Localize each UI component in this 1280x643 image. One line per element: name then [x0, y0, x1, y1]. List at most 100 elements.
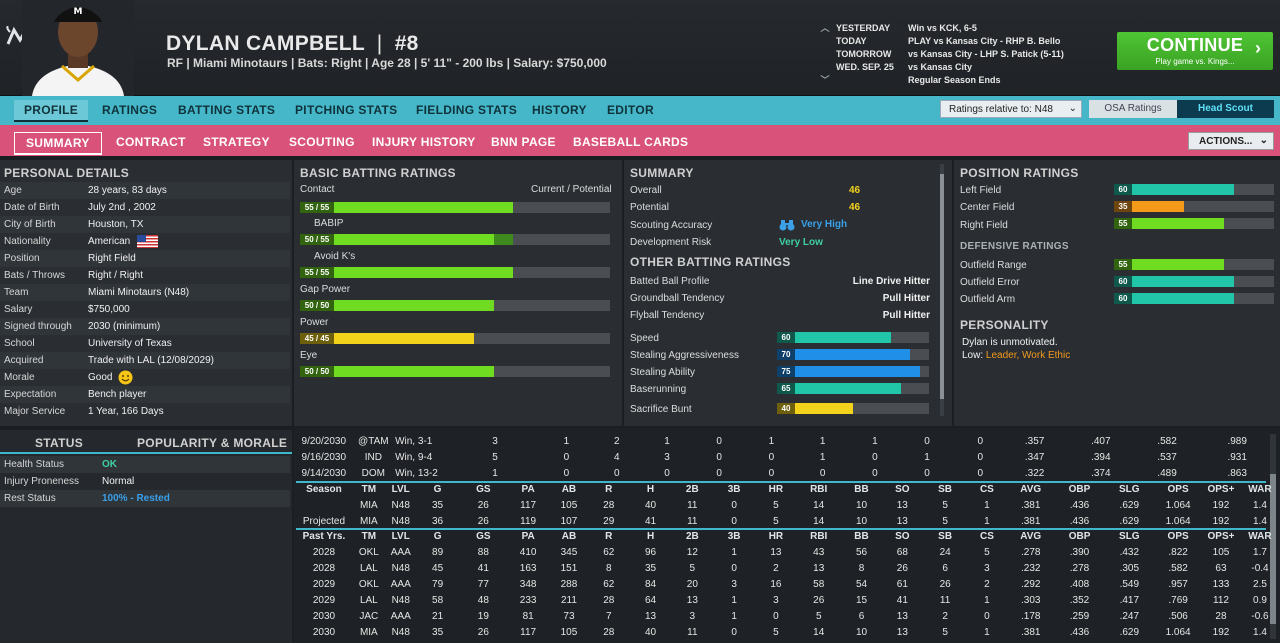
table-cell: .374 [1091, 467, 1111, 479]
speed-rating-label: Stealing Ability [630, 367, 696, 378]
table-cell: 5 [942, 626, 948, 638]
table-cell: 11 [939, 594, 951, 606]
rating-remainder [1224, 218, 1274, 229]
table-cell: .381 [1020, 626, 1041, 638]
table-cell: SLG [1119, 483, 1140, 495]
subtab-injury-history[interactable]: INJURY HISTORY [372, 135, 476, 149]
table-cell: 0 [872, 467, 878, 479]
rating-value-label: 60 [777, 332, 795, 343]
player-subline: RF | Miami Minotaurs | Bats: Right | Age… [167, 56, 607, 70]
table-cell: 0 [819, 467, 826, 479]
schedule-text: Win vs KCK, 6-5 [908, 23, 977, 33]
table-cell: MIA [359, 515, 378, 527]
continue-button[interactable]: CONTINUE Play game vs. Kings... › [1117, 32, 1273, 70]
rating-fill [777, 366, 920, 377]
overall-value: 46 [849, 185, 861, 196]
tab-history[interactable]: HISTORY [532, 103, 587, 117]
table-cell: 6 [942, 562, 948, 574]
table-cell: .390 [1069, 546, 1090, 558]
table-cell: 107 [560, 515, 578, 527]
tab-popularity-morale[interactable]: POPULARITY & MORALE [137, 436, 288, 450]
table-cell: 5 [773, 515, 779, 527]
schedule-up-icon[interactable]: ︿ [820, 23, 830, 33]
table-cell: .436 [1069, 515, 1090, 527]
rating-fill [1114, 293, 1234, 304]
head-scout-toggle[interactable]: Head Scout [1177, 100, 1274, 118]
table-cell: 5 [942, 515, 948, 527]
table-cell: 11 [687, 515, 698, 527]
schedule-down-icon[interactable]: ﹀ [820, 75, 830, 85]
table-cell: .506 [1168, 610, 1188, 622]
table-cell: 192 [1212, 626, 1230, 638]
current-fill [300, 366, 494, 377]
rating-value-label: 70 [777, 349, 795, 360]
schedule-text: vs Kansas City [908, 62, 973, 72]
subtab-scouting[interactable]: SCOUTING [289, 135, 355, 149]
table-cell: .278 [1020, 546, 1041, 558]
table-cell: 1.064 [1165, 515, 1191, 527]
table-cell: 63 [1215, 562, 1227, 574]
stats-overflow-row [296, 424, 656, 430]
table-cell: 2030 [312, 626, 336, 638]
table-cell: 410 [519, 546, 537, 558]
table-cell: 56 [855, 546, 868, 558]
tab-editor[interactable]: EDITOR [607, 103, 654, 117]
table-cell: 5 [984, 546, 990, 558]
personality-title: PERSONALITY [960, 318, 1049, 332]
table-cell: 3B [727, 530, 741, 542]
rating-fill [1114, 201, 1184, 212]
schedule-day: YESTERDAY [836, 23, 891, 33]
batting-rating-bar: 50 / 50 [300, 366, 610, 377]
table-cell: .407 [1091, 435, 1111, 447]
table-cell: 288 [560, 578, 578, 590]
table-cell: OPS+ [1207, 530, 1235, 542]
table-cell: Projected [302, 515, 346, 527]
scrollbar-thumb[interactable] [1270, 474, 1276, 624]
summary-panel: SUMMARY Overall 46 Potential 46 Scouting… [624, 160, 952, 426]
ratings-relative-select[interactable]: Ratings relative to: N48 ⌄ [940, 100, 1082, 118]
tab-profile[interactable]: PROFILE [14, 100, 89, 122]
table-cell: 40 [644, 499, 657, 511]
rating-value-label: 50 / 50 [300, 366, 334, 377]
table-cell: @TAM [358, 435, 389, 447]
summary-scrollbar[interactable] [940, 164, 944, 416]
table-cell: 8 [858, 562, 865, 574]
rating-value-label: 55 [1114, 259, 1132, 270]
tab-batting-stats[interactable]: BATTING STATS [178, 103, 276, 117]
table-cell: IND [364, 451, 382, 463]
table-cell: 1 [984, 515, 990, 527]
table-cell: 28 [603, 499, 615, 511]
table-cell: 96 [644, 546, 657, 558]
tab-ratings[interactable]: RATINGS [102, 103, 158, 117]
table-row: 2029 OKL AAA 79 77 348 288 62 84 20 3 16 58 54 61 26 2 .2… [296, 576, 1280, 592]
speed-rating-label: Sacrifice Bunt [630, 404, 692, 415]
rating-value-label: 60 [1114, 293, 1132, 304]
subtab-bnn-page[interactable]: BNN PAGE [491, 135, 556, 149]
table-cell: .417 [1119, 594, 1140, 606]
current-fill [300, 202, 514, 213]
table-cell: .436 [1069, 499, 1090, 511]
rating-value-label: 45 / 45 [300, 333, 334, 344]
stats-scrollbar[interactable] [1270, 434, 1276, 639]
osa-ratings-toggle[interactable]: OSA Ratings [1089, 100, 1177, 118]
scrollbar-thumb[interactable] [940, 174, 944, 399]
subtab-summary[interactable]: SUMMARY [14, 132, 102, 155]
actions-dropdown[interactable]: ACTIONS... ⌄ [1188, 132, 1274, 150]
subtab-baseball-cards[interactable]: BASEBALL CARDS [573, 135, 689, 149]
table-cell: 21 [432, 610, 444, 622]
table-cell: 2028 [312, 562, 336, 574]
rating-bar: 70 [777, 349, 929, 360]
table-cell: 28 [603, 626, 615, 638]
table-cell: 0 [716, 467, 722, 479]
detail-row: Bats / Throws Right / Right [4, 270, 144, 281]
tab-pitching-stats[interactable]: PITCHING STATS [295, 103, 398, 117]
player-name: DYLAN CAMPBELL | #8 [166, 32, 419, 55]
table-cell: .863 [1227, 467, 1247, 479]
chevron-down-icon: ⌄ [1068, 103, 1077, 114]
rating-fill [1114, 218, 1224, 229]
tab-fielding-stats[interactable]: FIELDING STATS [416, 103, 518, 117]
subtab-strategy[interactable]: STRATEGY [203, 135, 270, 149]
table-cell: 5 [492, 451, 498, 463]
tab-status[interactable]: STATUS [35, 436, 84, 450]
subtab-contract[interactable]: CONTRACT [116, 135, 186, 149]
